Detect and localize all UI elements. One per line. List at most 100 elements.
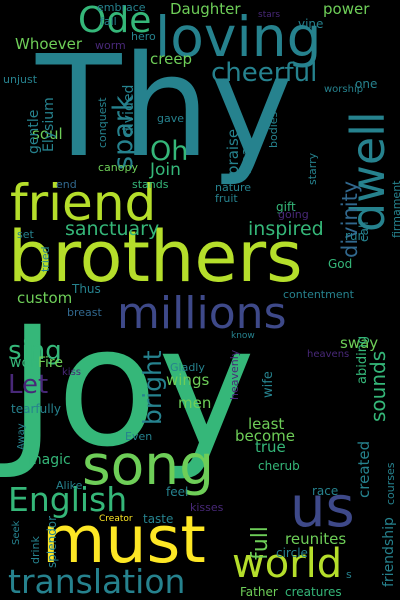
word-nature: nature (215, 181, 252, 194)
word-song: song (82, 433, 215, 497)
word-fall: fall (100, 15, 117, 28)
word-unjust: unjust (3, 73, 38, 86)
word-creator: Creator (99, 514, 133, 524)
word-tried: tried (39, 246, 52, 272)
word-gladly: Gladly (170, 361, 205, 374)
word-reunites: reunites (285, 530, 347, 548)
word-drink: drink (29, 536, 42, 564)
word-contentment: contentment (283, 288, 354, 301)
word-sanctuary: sanctuary (65, 218, 160, 240)
word-men: men (178, 394, 212, 412)
word-god: God (328, 257, 353, 271)
word-oh: Oh (150, 136, 189, 167)
word-friend: friend (10, 174, 157, 232)
word-sway: sway (340, 334, 379, 352)
word-won: won (10, 355, 39, 371)
word-seek: Seek (11, 520, 22, 545)
word-become: become (235, 427, 296, 445)
word-kiss: kiss (62, 367, 81, 378)
word-end: end (56, 178, 77, 191)
word-circle: circle (276, 546, 308, 560)
word-cherub: cherub (258, 459, 300, 473)
word-let: Let (8, 370, 49, 400)
word-millions: millions (117, 288, 287, 339)
word-taste: taste (143, 512, 174, 526)
word-breast: breast (67, 306, 102, 319)
word-brothers: brothers (8, 216, 303, 298)
word-ode: Ode (78, 0, 152, 41)
word-gentle: gentle (26, 109, 42, 154)
word-divided: divided (121, 84, 137, 136)
word-hero: hero (131, 30, 156, 43)
word-stands: stands (132, 178, 169, 191)
word-joy: Joy (8, 291, 256, 483)
word-firmament: firmament (390, 180, 400, 238)
word-loving: loving (155, 5, 322, 69)
word-least: least (248, 415, 285, 433)
word-creep: creep (150, 50, 193, 68)
word-sing: sing (8, 336, 62, 366)
word-worship: worship (324, 84, 364, 95)
word-one: one (355, 77, 378, 91)
word-even: Even (125, 430, 153, 443)
word-gave: gave (157, 112, 185, 125)
word-heavens: heavens (307, 349, 350, 360)
word-join: Join (150, 160, 181, 180)
word-starry: starry (306, 152, 319, 185)
word-world: world (232, 541, 343, 587)
word-alike: Alike (56, 479, 83, 492)
word-feel: feel (166, 485, 189, 499)
word-power: power (323, 0, 370, 18)
word-custom: custom (17, 289, 73, 307)
word-english: English (8, 480, 128, 519)
word-bright: bright (138, 350, 167, 425)
word-sounds: sounds (366, 350, 390, 422)
word-bodies: bodies (267, 111, 280, 148)
word-fire: Fire (38, 355, 63, 371)
word-creatures: creatures (285, 585, 342, 599)
word-created: created (355, 440, 373, 498)
word-wings: wings (166, 371, 210, 389)
word-friendship: friendship (381, 517, 397, 587)
word-translation: translation (8, 562, 186, 600)
word-set: set (17, 228, 34, 241)
word-worm: worm (95, 39, 126, 52)
word-tread: tread (239, 137, 255, 175)
word-kisses: kisses (190, 501, 224, 514)
word-away: Away (16, 423, 27, 450)
word-us: us (290, 475, 355, 540)
word-courses: courses (384, 462, 397, 505)
word-thy: Thy (36, 26, 294, 189)
word-s: s (346, 568, 352, 581)
word-inspired: inspired (248, 218, 324, 240)
word-gift: gift (276, 200, 296, 214)
word-tearfully: tearfully (11, 402, 61, 416)
word-know: know (231, 331, 255, 341)
word-divinity: divinity (338, 180, 362, 258)
word-stars: stars (258, 10, 281, 20)
word-canopy: canopy (98, 161, 138, 174)
word-fruit: fruit (215, 192, 238, 205)
word-abiding: abiding (355, 335, 370, 384)
word-father: Father (240, 585, 278, 599)
word-true: true (255, 438, 286, 456)
word-heavenly: heavenly (228, 349, 241, 400)
word-elysium: Elysium (41, 97, 57, 152)
word-cheerful: cheerful (211, 58, 318, 88)
word-whoever: Whoever (15, 35, 83, 53)
word-magic: magic (28, 452, 71, 468)
word-splendor: splendor (45, 515, 59, 568)
word-race: race (312, 484, 339, 498)
word-embrace: embrace (97, 1, 146, 14)
word-going: going (278, 208, 309, 221)
word-must: must (42, 503, 206, 578)
word-soul: soul (32, 125, 63, 143)
word-wife: wife (261, 371, 276, 398)
word-vine: vine (298, 17, 324, 31)
word-full: full (248, 526, 273, 560)
word-daughter: Daughter (170, 0, 241, 18)
word-run: run (345, 229, 366, 243)
word-conquest: conquest (96, 97, 109, 148)
word-thus: Thus (72, 282, 101, 296)
